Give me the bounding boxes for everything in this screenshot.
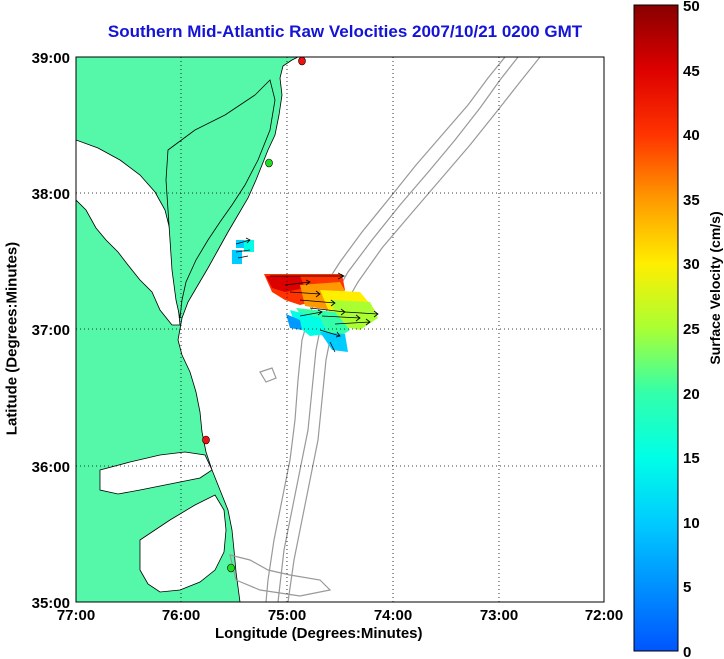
chesapeake-bay — [76, 139, 181, 326]
x-tick-label: 76:00 — [162, 607, 200, 624]
x-tick-label: 75:00 — [268, 607, 306, 624]
y-tick-label: 35:00 — [32, 595, 70, 612]
colorbar-tick-labels: 50 45 40 35 30 25 20 15 10 5 0 — [683, 0, 700, 659]
colorbar-tick-label: 40 — [683, 127, 700, 144]
colorbar-tick-label: 25 — [683, 321, 700, 338]
colorbar-tick-label: 35 — [683, 192, 700, 209]
y-axis-label: Latitude (Degrees:Minutes) — [3, 241, 21, 436]
delmarva-peninsula — [165, 79, 276, 319]
pamlico-sound — [139, 494, 227, 593]
plot-frame — [75, 56, 605, 603]
hf-radar-stations — [202, 57, 306, 573]
velocity-field — [232, 240, 378, 352]
grid-lines — [76, 57, 604, 602]
y-tick-label: 37:00 — [32, 322, 70, 339]
colorbar-tick-label: 20 — [683, 386, 700, 403]
velocity-arrows — [235, 237, 379, 353]
chart-title: Southern Mid-Atlantic Raw Velocities 200… — [107, 22, 583, 41]
x-axis-label: Longitude (Degrees:Minutes) — [215, 625, 423, 642]
x-tick-label: 77:00 — [57, 607, 95, 624]
x-tick-label: 74:00 — [374, 607, 412, 624]
colorbar-tick-label: 0 — [683, 644, 691, 659]
albemarle-sound — [99, 451, 213, 495]
colorbar-tick-label: 10 — [683, 515, 700, 532]
colorbar-tick-label: 50 — [683, 0, 700, 15]
colorbar — [633, 4, 679, 652]
colorbar-tick-label: 45 — [683, 63, 700, 80]
colorbar-tick-label: 30 — [683, 256, 700, 273]
y-tick-labels: 39:00 38:00 37:00 36:00 35:00 — [32, 50, 70, 612]
x-tick-label: 73:00 — [480, 607, 518, 624]
x-tick-label: 72:00 — [585, 607, 623, 624]
station-marker — [227, 563, 235, 573]
station-marker — [298, 57, 306, 66]
y-tick-label: 36:00 — [32, 459, 70, 476]
y-tick-label: 38:00 — [32, 186, 70, 203]
colorbar-tick-label: 5 — [683, 579, 691, 596]
colorbar-label: Surface Velocity (cm/s) — [707, 211, 723, 365]
station-marker — [202, 435, 210, 445]
y-tick-label: 39:00 — [32, 50, 70, 67]
x-tick-labels: 77:00 76:00 75:00 74:00 73:00 72:00 — [57, 607, 623, 624]
colorbar-tick-label: 15 — [683, 450, 700, 467]
station-marker — [265, 158, 273, 168]
